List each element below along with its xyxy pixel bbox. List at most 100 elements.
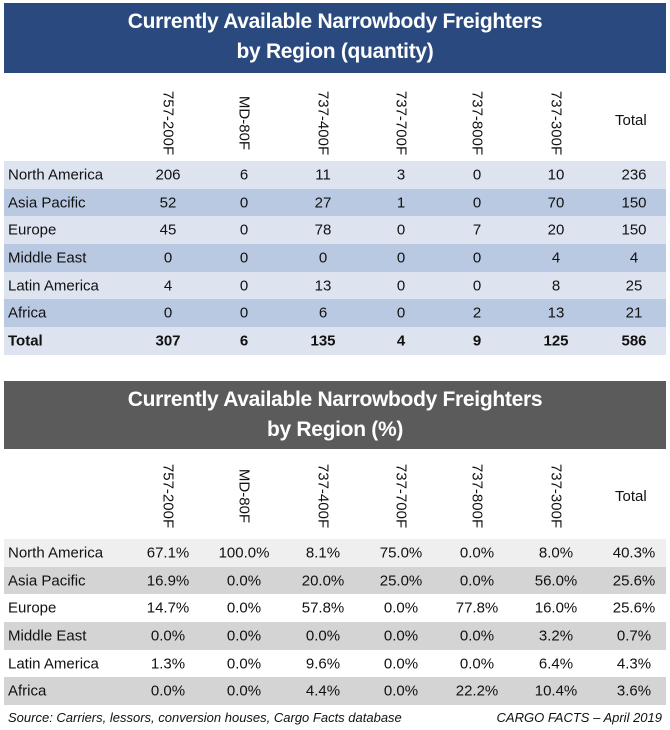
table-cell: 78	[314, 221, 332, 239]
row-total-cell: 150	[621, 221, 647, 239]
column-header: 737-400F	[314, 90, 332, 156]
table-cell: 1.3%	[150, 655, 186, 673]
region-label: North America	[8, 544, 104, 562]
table-cell: 0	[396, 221, 406, 239]
table-cell: 8.1%	[305, 544, 341, 562]
percent-table-body: North America 67.1% 100.0% 8.1% 75.0% 0.0% 8.0…	[4, 539, 666, 706]
region-label: Africa	[8, 304, 47, 322]
row-total-cell: 3.6%	[616, 682, 652, 700]
table-cell: 206	[155, 166, 181, 184]
row-total-cell: 236	[621, 166, 647, 184]
table-cell: 0.0%	[226, 627, 262, 645]
quantity-title-line2: by Region (quantity)	[236, 40, 434, 63]
table-cell: 3	[396, 166, 406, 184]
source-note: Source: Carriers, lessors, conversion ho…	[8, 710, 402, 725]
table-cell: 9.6%	[305, 655, 341, 673]
percent-column-headers: 757-200F MD-80F 737-400F 737-700F 737-80…	[0, 458, 670, 536]
credit-note: CARGO FACTS – April 2019	[496, 710, 662, 725]
region-label: Middle East	[8, 249, 87, 267]
column-header: 757-200F	[159, 463, 177, 529]
column-header: 757-200F	[159, 90, 177, 156]
table-cell: 307	[155, 332, 181, 350]
table-cell: 0	[239, 249, 249, 267]
percent-title-line2: by Region (%)	[266, 418, 404, 441]
table-row: Asia Pacific 16.9% 0.0% 20.0% 25.0% 0.0% 56.0%…	[4, 566, 666, 595]
column-header: MD-80F	[235, 95, 253, 151]
row-total-cell: 40.3%	[612, 544, 656, 562]
table-cell: 0	[472, 249, 482, 267]
table-cell: 0	[239, 194, 249, 212]
table-cell: 22.2%	[455, 682, 499, 700]
row-total-cell: 25	[625, 277, 643, 295]
table-cell: 0.0%	[226, 682, 262, 700]
table-cell: 4	[551, 249, 561, 267]
region-label: Africa	[8, 682, 47, 700]
table-cell: 0.0%	[383, 599, 419, 617]
table-cell: 4.4%	[305, 682, 341, 700]
table-cell: 3.2%	[538, 627, 574, 645]
table-cell: 0	[472, 194, 482, 212]
table-cell: 6	[318, 304, 328, 322]
table-cell: 25.0%	[379, 572, 423, 590]
table-cell: 0.0%	[459, 627, 495, 645]
region-label: Asia Pacific	[8, 194, 86, 212]
table-cell: 0	[163, 304, 173, 322]
column-header: 737-800F	[468, 90, 486, 156]
table-cell: 10.4%	[534, 682, 578, 700]
table-cell: 0.0%	[459, 544, 495, 562]
region-label: Latin America	[8, 277, 99, 295]
table-cell: 0	[396, 304, 406, 322]
table-cell: 6.4%	[538, 655, 574, 673]
table-cell: 6	[239, 166, 249, 184]
total-column-header: Total	[615, 112, 647, 129]
table-cell: 8	[551, 277, 561, 295]
percent-title-line1: Currently Available Narrowbody Freighter…	[127, 388, 543, 411]
table-cell: 20	[547, 221, 565, 239]
table-cell: 67.1%	[146, 544, 190, 562]
table-cell: 0	[239, 277, 249, 295]
table-cell: 57.8%	[301, 599, 345, 617]
table-cell: 8.0%	[538, 544, 574, 562]
row-total-cell: 21	[625, 304, 643, 322]
table-cell: 0.0%	[383, 627, 419, 645]
table-cell: 0.0%	[226, 572, 262, 590]
quantity-column-headers: 757-200F MD-80F 737-400F 737-700F 737-80…	[0, 85, 670, 163]
table-cell: 0.0%	[383, 682, 419, 700]
region-label: Middle East	[8, 627, 87, 645]
region-label: Europe	[8, 221, 57, 239]
table-cell: 100.0%	[218, 544, 270, 562]
percent-table-title: Currently Available Narrowbody Freighter…	[4, 381, 666, 449]
table-cell: 27	[314, 194, 332, 212]
table-cell: 4	[396, 332, 406, 350]
table-cell: 0	[396, 277, 406, 295]
table-row: Middle East 0.0% 0.0% 0.0% 0.0% 0.0% 3.2% 0.7%	[4, 622, 666, 650]
table-cell: 0.0%	[150, 682, 186, 700]
region-label: North America	[8, 166, 104, 184]
table-cell: 4	[163, 277, 173, 295]
table-cell: 75.0%	[379, 544, 423, 562]
region-label: Latin America	[8, 655, 99, 673]
quantity-table-title: Currently Available Narrowbody Freighter…	[4, 3, 666, 73]
column-header: 737-300F	[547, 90, 565, 156]
table-cell: 125	[543, 332, 569, 350]
table-cell: 0	[239, 304, 249, 322]
table-cell: 2	[472, 304, 482, 322]
table-cell: 16.9%	[146, 572, 190, 590]
table-cell: 10	[547, 166, 565, 184]
table-cell: 0	[163, 249, 173, 267]
total-column-header: Total	[615, 488, 647, 505]
table-cell: 20.0%	[301, 572, 345, 590]
table-cell: 45	[159, 221, 177, 239]
table-cell: 0.0%	[459, 572, 495, 590]
table-cell: 0.0%	[459, 655, 495, 673]
column-header: 737-400F	[314, 463, 332, 529]
row-total-cell: 150	[621, 194, 647, 212]
table-cell: 56.0%	[534, 572, 578, 590]
quantity-title-line1: Currently Available Narrowbody Freighter…	[127, 10, 543, 33]
region-label: Total	[8, 332, 43, 350]
table-row: Latin America 4 0 13 0 0 8 25	[4, 271, 666, 300]
table-cell: 77.8%	[455, 599, 499, 617]
column-header: 737-700F	[392, 463, 410, 529]
column-header: 737-800F	[468, 463, 486, 529]
table-row: Europe 14.7% 0.0% 57.8% 0.0% 77.8% 16.0% 25.6%	[4, 594, 666, 623]
